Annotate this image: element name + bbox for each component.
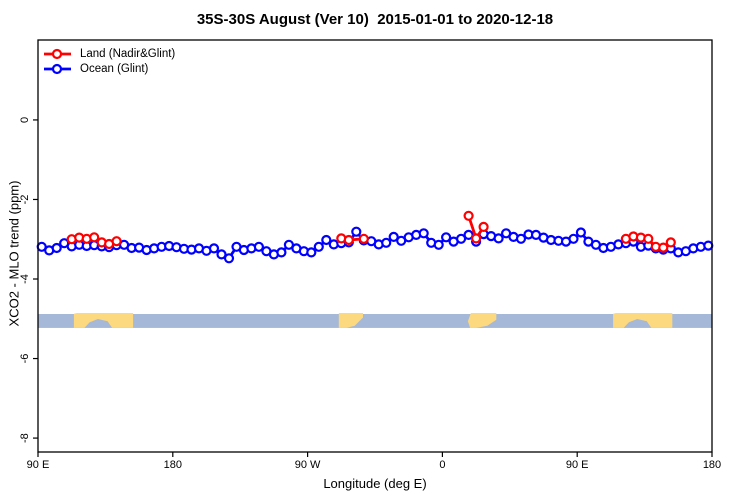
x-tick-label: 180	[164, 459, 182, 471]
x-tick-label: 90 E	[27, 459, 50, 471]
y-tick-label: -4	[19, 274, 31, 284]
x-axis-label: Longitude (deg E)	[323, 476, 427, 491]
ocean-data-point	[493, 233, 504, 244]
land-data-point	[471, 233, 482, 244]
ocean-data-point	[321, 234, 332, 246]
map-strip-land-australia	[73, 313, 134, 328]
land-data-point	[658, 242, 669, 253]
land-data-point	[343, 234, 354, 246]
land-data-point	[478, 221, 489, 232]
ocean-data-point	[388, 231, 399, 242]
ocean-data-point	[306, 247, 317, 258]
ocean-data-point	[441, 232, 452, 243]
y-tick-label: -8	[19, 433, 31, 443]
map-strip-land-south-america	[338, 313, 363, 328]
land-data-point	[665, 237, 676, 248]
chart-title: 35S-30S August (Ver 10) 2015-01-01 to 20…	[196, 11, 554, 28]
ocean-data-point	[575, 227, 587, 238]
ocean-data-point	[703, 240, 714, 251]
x-tick-label: 90 W	[295, 459, 321, 471]
map-strip-land-south-africa	[467, 313, 497, 328]
x-tick-label: 0	[439, 459, 445, 471]
ocean-data-point	[313, 241, 324, 252]
y-tick-label: 0	[19, 117, 31, 123]
plot-frame	[37, 39, 713, 453]
x-tick-label: 180	[703, 459, 721, 471]
ocean-data-point	[515, 233, 527, 244]
ocean-data-point	[433, 239, 444, 250]
land-data-point	[111, 236, 122, 247]
y-tick-label: -6	[19, 354, 31, 364]
ocean-data-point	[381, 237, 392, 248]
ocean-data-point	[216, 249, 227, 260]
y-tick-label: -2	[19, 195, 31, 205]
ocean-data-point	[253, 241, 264, 252]
map-strip-land-australia-wrap	[613, 313, 673, 328]
land-data-point	[358, 233, 369, 244]
ocean-data-point	[418, 228, 429, 239]
legend-item-land: Land (Nadir&Glint)	[44, 46, 175, 61]
ocean-data-point	[51, 242, 62, 254]
legend-item-ocean: Ocean (Glint)	[44, 61, 175, 76]
legend-label-land: Land (Nadir&Glint)	[80, 47, 176, 60]
legend-label-ocean: Ocean (Glint)	[80, 62, 149, 75]
x-tick-label: 90 E	[566, 459, 589, 471]
legend: Land (Nadir&Glint) Ocean (Glint)	[44, 46, 175, 76]
ocean-data-point	[223, 253, 235, 264]
map-strip-ocean	[38, 314, 712, 328]
land-data-point	[463, 210, 474, 221]
ocean-data-point	[208, 243, 220, 254]
y-axis-label: XCO2 - MLO trend (ppm)	[6, 180, 22, 327]
ocean-data-point	[276, 247, 287, 258]
ocean-data-point	[351, 226, 362, 237]
land-data-point	[643, 233, 654, 244]
land-data-point	[89, 232, 100, 243]
ocean-data-point	[568, 233, 579, 244]
land-series-marker-icon	[44, 48, 71, 59]
ocean-data-point	[456, 233, 467, 244]
ocean-series-marker-icon	[44, 63, 71, 74]
